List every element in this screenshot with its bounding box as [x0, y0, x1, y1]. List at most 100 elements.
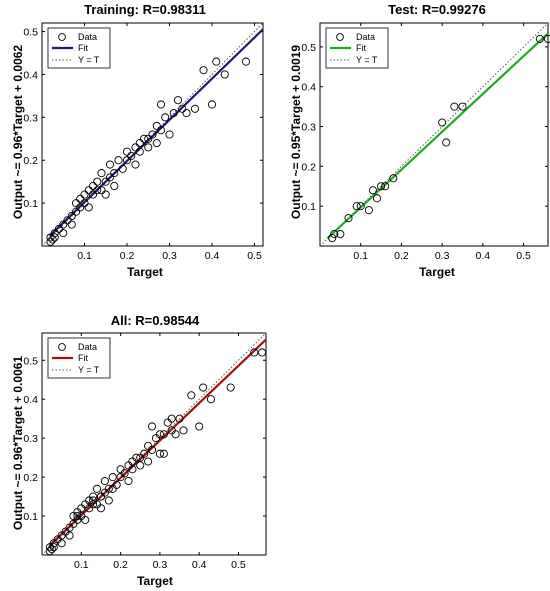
training-data-point: [135, 147, 144, 156]
all-data-point: [140, 449, 149, 458]
training-data-point: [190, 104, 200, 113]
all-data-point: [167, 414, 176, 423]
training-data-point: [46, 237, 55, 246]
training-data-point: [59, 220, 68, 229]
training-data-point: [139, 134, 149, 143]
training-ytick-label: 0.1: [23, 198, 38, 210]
training-data-point: [148, 130, 157, 139]
training-data-point: [67, 220, 76, 229]
training-ylabel: Output ~= 0.96*Target + 0.0062: [11, 45, 25, 220]
test-legend-data-marker: [336, 33, 344, 41]
all-xlabel: Target: [137, 574, 173, 588]
all-data-point: [108, 484, 117, 493]
training-xlabel: Target: [127, 265, 163, 279]
test-data-point: [330, 230, 339, 239]
all-data-point: [159, 430, 168, 439]
all-data-point: [175, 414, 184, 423]
all-data-point: [258, 348, 267, 357]
test-data-point: [450, 102, 459, 111]
training-data-point: [220, 70, 229, 79]
all-ytick-label: 0.1: [23, 511, 38, 523]
training-data-point: [54, 224, 64, 233]
test-data-point: [328, 233, 337, 243]
training-data-point: [71, 199, 81, 208]
all-data-point: [250, 348, 259, 357]
all-ytick-label: 0.5: [23, 355, 38, 367]
all-panel: All: R=0.98544 Target Output ~= 0.96*Tar…: [11, 313, 267, 588]
all-data-point: [89, 492, 98, 501]
all-data-point: [100, 476, 109, 486]
test-data-point: [389, 174, 398, 183]
test-xlabel: Target: [419, 265, 455, 279]
training-ytick-label: 0.2: [23, 155, 38, 167]
test-xtick-label: 0.5: [516, 250, 531, 262]
all-data-point: [132, 453, 141, 462]
training-data-point: [169, 109, 178, 118]
test-data-point: [352, 202, 361, 211]
all-data-point: [120, 469, 129, 478]
training-data-point: [67, 211, 76, 221]
all-data-point: [199, 383, 208, 392]
all-xtick-label: 0.2: [113, 559, 128, 571]
training-data-point: [207, 100, 217, 109]
training-data-point: [76, 203, 85, 212]
training-data-point: [178, 104, 187, 113]
all-xtick-label: 0.3: [153, 559, 168, 571]
all-title: All: R=0.98544: [111, 313, 200, 328]
training-data-point: [101, 190, 110, 199]
test-ytick-label: 0.4: [301, 82, 316, 94]
training-data-point: [135, 139, 144, 148]
training-data-point: [110, 181, 119, 191]
training-data-point: [76, 194, 85, 203]
test-data-point: [377, 182, 386, 191]
all-data-point: [96, 504, 105, 513]
training-data-point: [122, 156, 132, 165]
training-data-point: [110, 169, 119, 178]
training-data-point: [88, 190, 98, 199]
all-data-point: [226, 383, 235, 392]
test-title: Test: R=0.99276: [388, 2, 486, 17]
test-ytick-label: 0.3: [301, 122, 316, 134]
all-xtick-label: 0.1: [74, 559, 89, 571]
training-data-point: [212, 57, 221, 66]
training-data-point: [93, 186, 102, 195]
test-data-point: [458, 102, 467, 111]
training-data-point: [97, 186, 106, 195]
training-data-point: [173, 96, 183, 105]
training-xtick-label: 0.4: [205, 250, 220, 262]
test-ytick-label: 0.2: [301, 161, 316, 173]
test-legend-label: Y = T: [356, 55, 378, 65]
all-data-point: [179, 426, 188, 435]
training-data-point: [84, 203, 93, 212]
all-data-point: [81, 515, 90, 524]
training-data-point: [101, 177, 110, 186]
test-data-point: [543, 34, 550, 43]
test-data-point: [442, 138, 451, 147]
all-data-point: [195, 422, 204, 431]
training-data-point: [144, 134, 153, 143]
training-data-point: [114, 156, 123, 165]
all-data-point: [89, 496, 98, 505]
all-data-point: [206, 395, 216, 404]
training-data-point: [97, 169, 106, 178]
training-data-point: [80, 199, 89, 208]
all-data-point: [89, 500, 98, 509]
training-data-point: [88, 181, 98, 191]
test-data-point: [344, 214, 353, 223]
all-data-point: [73, 512, 82, 521]
test-legend-label: Fit: [356, 43, 366, 53]
training-data-point: [63, 216, 72, 225]
training-data-point: [156, 126, 166, 135]
all-data-point: [104, 496, 113, 505]
training-data-point: [127, 151, 136, 160]
training-data-point: [131, 143, 140, 152]
all-data-point: [136, 461, 145, 470]
all-data-point: [92, 484, 102, 493]
all-data-point: [171, 430, 180, 439]
test-data-point: [364, 206, 373, 215]
test-ytick-label: 0.5: [301, 42, 316, 54]
all-data-point: [144, 457, 153, 466]
training-xtick-label: 0.1: [77, 250, 92, 262]
